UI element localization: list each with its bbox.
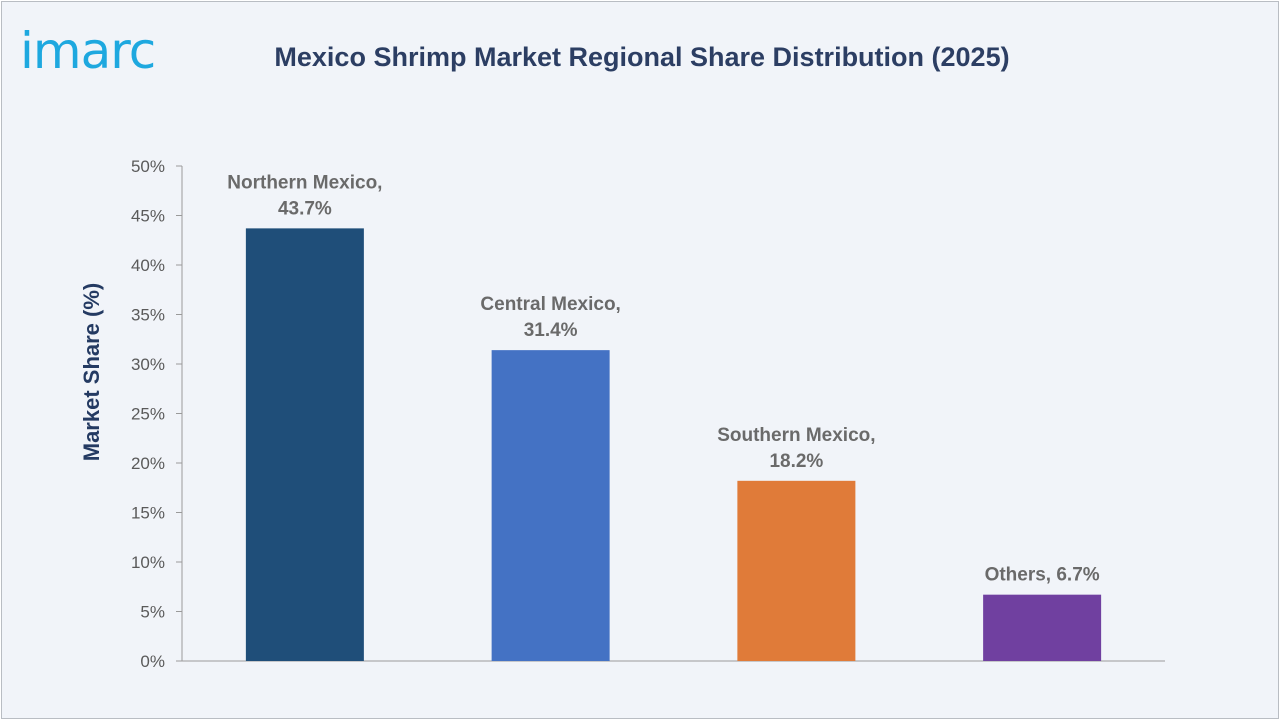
y-tick-label: 50% [131,157,165,176]
bar-others [983,594,1102,661]
data-label: Others, 6.7% [985,565,1100,586]
data-label: Southern Mexico, [717,425,875,446]
y-tick-label: 35% [131,306,165,325]
data-label: Central Mexico, [480,294,620,315]
y-tick-label: 20% [131,454,165,473]
y-tick-label: 15% [131,504,165,523]
bar-southern-mexico [737,480,856,661]
y-tick-label: 30% [131,355,165,374]
y-tick-label: 25% [131,405,165,424]
chart-title: Mexico Shrimp Market Regional Share Dist… [274,42,1010,72]
y-tick-label: 0% [140,652,165,671]
bar-central-mexico [491,350,610,661]
data-label: Northern Mexico, [227,172,382,193]
y-tick-label: 45% [131,207,165,226]
bar-northern-mexico [245,228,364,661]
imarc-logo: imarc [20,22,156,80]
data-label: 18.2% [769,451,823,472]
y-tick-label: 40% [131,256,165,275]
y-tick-label: 10% [131,553,165,572]
data-label: 31.4% [524,320,578,341]
y-tick-label: 5% [140,603,165,622]
data-label: 43.7% [278,198,332,219]
